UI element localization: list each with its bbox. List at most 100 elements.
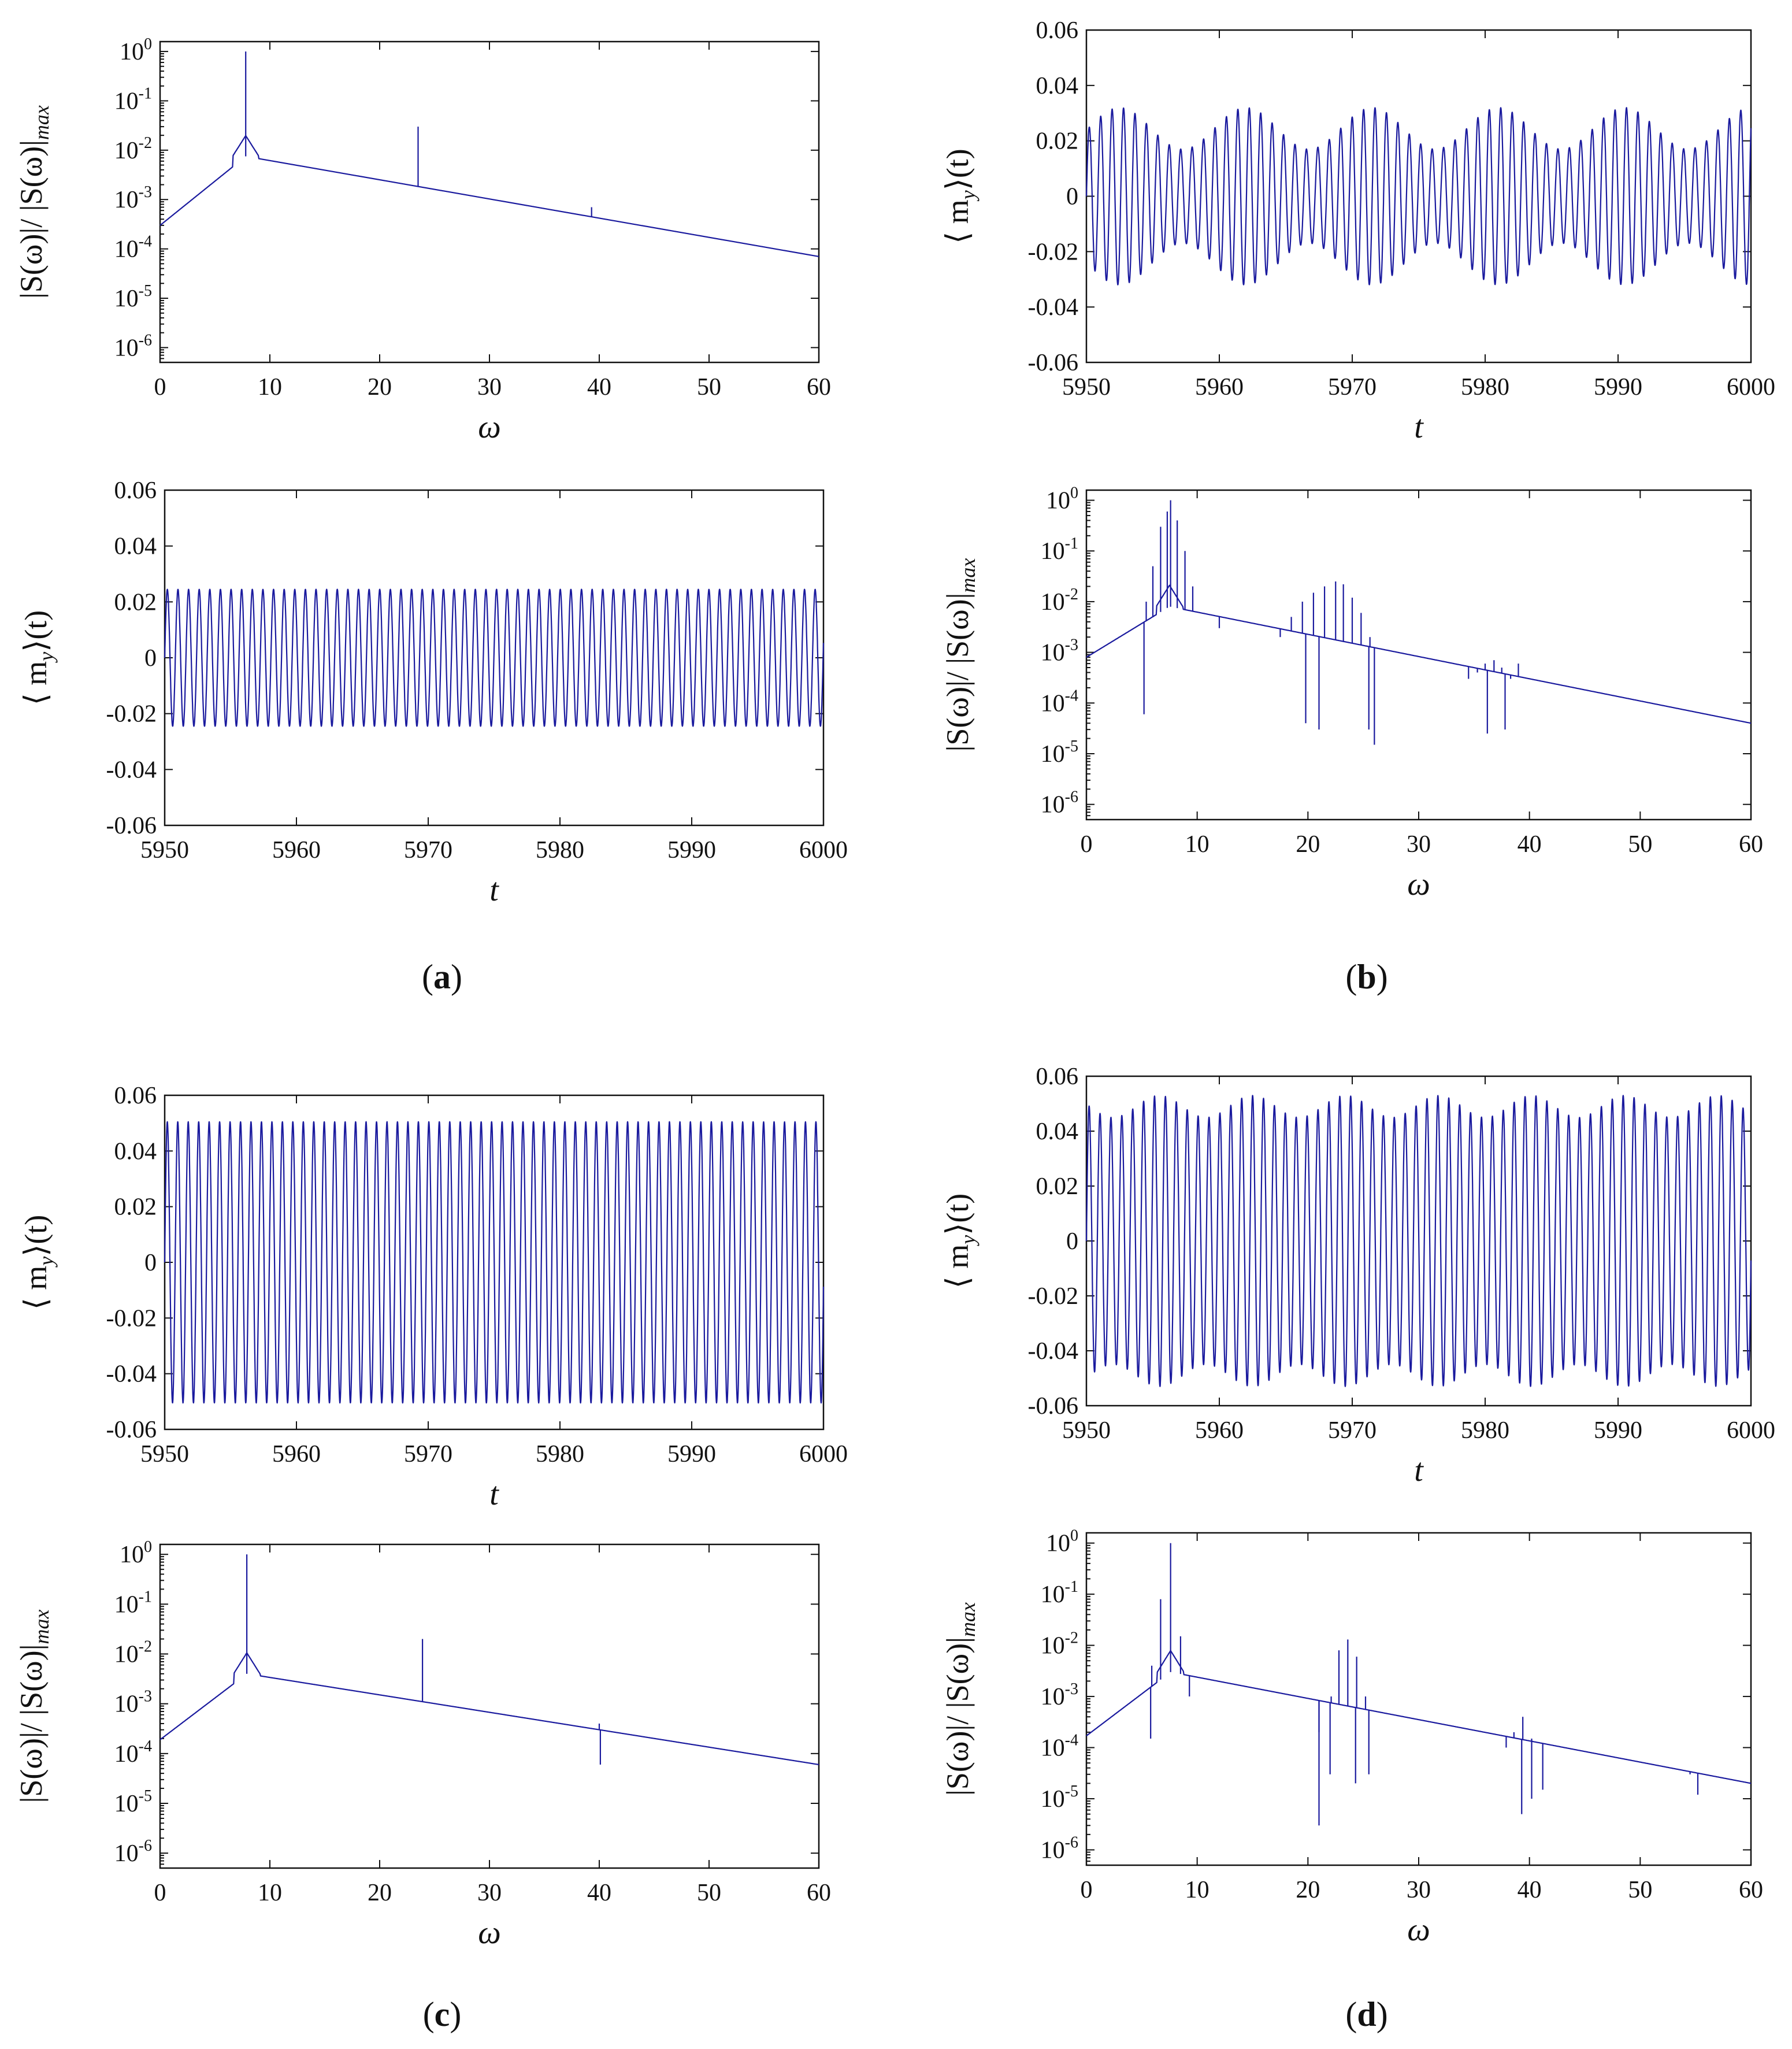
plot-frame — [1085, 489, 1752, 821]
y-tick-label: 10-4 — [1041, 687, 1078, 717]
y-tick-label: 0.06 — [114, 1083, 157, 1109]
y-tick-label: 0 — [144, 1250, 157, 1276]
x-tick-label: 20 — [368, 1880, 392, 1906]
x-tick-label: 5980 — [536, 837, 584, 864]
y-tick-label: 10-6 — [114, 1837, 152, 1867]
y-tick-label: 0.04 — [1036, 1118, 1079, 1145]
y-tick-label: 10-1 — [1041, 535, 1078, 565]
x-tick-label: 5970 — [404, 837, 452, 864]
y-tick-label: 10-3 — [114, 183, 152, 213]
y-tick-label: 10-2 — [1041, 586, 1078, 616]
x-tick-label: 10 — [258, 1880, 282, 1906]
x-tick-label: 50 — [1628, 831, 1652, 858]
x-tick-label: 50 — [697, 374, 721, 401]
chart-d-spectrum: 0 10 20 30 40 50 60 100 10-1 10-2 10-3 10-4 10-5 10-6… — [940, 1527, 1763, 1948]
x-tick-label: 5970 — [1328, 1417, 1377, 1444]
spectrum-line — [1086, 584, 1752, 724]
x-tick-label: 5950 — [140, 1441, 189, 1468]
spectrum-line — [159, 1652, 819, 1766]
y-tick-label: 10-6 — [1041, 1833, 1078, 1863]
x-tick-label: 5950 — [140, 837, 189, 864]
x-tick-label: 10 — [1185, 831, 1209, 858]
x-tick-label: 5970 — [1328, 374, 1377, 401]
panel-label-d: (d) — [1345, 1995, 1387, 2033]
x-tick-label: 30 — [1407, 831, 1431, 858]
y-tick-label: 10-5 — [114, 1787, 152, 1817]
x-axis-title: ω — [1407, 866, 1430, 902]
y-tick-label: 0.06 — [1036, 17, 1079, 44]
x-tick-label: 5980 — [1461, 374, 1509, 401]
x-axis-title: t — [489, 872, 499, 908]
spectrum-line — [1086, 1650, 1752, 1784]
x-tick-label: 0 — [154, 1880, 166, 1906]
x-tick-label: 0 — [1081, 1877, 1093, 1903]
x-tick-label: 30 — [1407, 1877, 1431, 1903]
x-tick-label: 60 — [1739, 1877, 1763, 1903]
y-tick-label: 10-2 — [1041, 1629, 1078, 1659]
y-tick-label: 0 — [144, 645, 157, 672]
y-tick-label: -0.06 — [1028, 1393, 1079, 1420]
y-axis-title: |S(ω)|/ |S(ω)|max — [14, 1610, 53, 1803]
x-tick-label: 6000 — [1727, 1417, 1775, 1444]
x-tick-label: 20 — [1296, 831, 1320, 858]
x-tick-label: 60 — [1739, 831, 1763, 858]
x-tick-label: 40 — [587, 1880, 611, 1906]
x-axis-title: ω — [1407, 1912, 1430, 1948]
plot-frame — [1085, 29, 1752, 364]
y-tick-label: -0.04 — [106, 1361, 157, 1388]
y-tick-label: -0.02 — [1028, 239, 1079, 265]
y-tick-label: 0.02 — [1036, 128, 1079, 155]
y-axis-title: |S(ω)|/ |S(ω)|max — [940, 1602, 980, 1796]
x-tick-label: 5990 — [667, 837, 716, 864]
x-tick-label: 0 — [1081, 831, 1093, 858]
time-series-line — [1085, 1095, 1752, 1387]
panel-label-a: (a) — [422, 958, 462, 996]
y-tick-label: 10-5 — [1041, 1783, 1078, 1813]
x-tick-label: 40 — [1518, 1877, 1542, 1903]
y-tick-label: -0.04 — [1028, 294, 1079, 321]
plot-frame — [159, 1543, 820, 1869]
y-tick-label: 0 — [1066, 184, 1078, 210]
y-tick-label: -0.06 — [106, 813, 157, 839]
y-tick-label: 0.06 — [114, 477, 157, 504]
y-tick-label: -0.04 — [1028, 1338, 1079, 1365]
y-tick-label: 100 — [1046, 484, 1078, 514]
panel-label-b: (b) — [1345, 958, 1387, 996]
x-tick-label: 5990 — [1594, 374, 1642, 401]
y-tick-label: 10-3 — [114, 1688, 152, 1718]
plots-layer: 0 10 20 30 40 50 6010010-110-210-310-410-510-6… — [14, 17, 1775, 1951]
y-tick-label: 10-4 — [114, 1737, 152, 1768]
x-tick-label: 60 — [807, 374, 831, 401]
y-tick-label: 10-2 — [114, 134, 152, 164]
chart-a-time: 5950 5960 5970 5980 5990 6000 0.06 0.04 0.02 0 -0.… — [18, 477, 848, 908]
x-tick-label: 10 — [1185, 1877, 1209, 1903]
y-tick-label: 100 — [120, 1538, 152, 1568]
y-tick-label: 0.04 — [114, 533, 157, 560]
x-axis-title: t — [1414, 1453, 1424, 1488]
y-tick-label: 10-6 — [1041, 788, 1078, 818]
x-tick-label: 6000 — [1727, 374, 1775, 401]
y-axis-title: |S(ω)|/ |S(ω)|max — [14, 105, 53, 299]
y-tick-label: 100 — [1046, 1527, 1078, 1557]
x-tick-label: 5970 — [404, 1441, 452, 1468]
y-tick-label: -0.06 — [1028, 350, 1079, 376]
y-tick-label: 10-6 — [114, 331, 152, 361]
x-tick-label: 5980 — [1461, 1417, 1509, 1444]
y-tick-label: 10-1 — [114, 1588, 152, 1618]
y-tick-label: -0.04 — [106, 757, 157, 783]
y-axis-title: ⟨ my⟩(t) — [940, 149, 980, 244]
time-series-line — [164, 588, 825, 727]
y-tick-label: 10-2 — [114, 1638, 152, 1668]
x-tick-label: 20 — [1296, 1877, 1320, 1903]
y-axis-title: ⟨ my⟩(t) — [18, 1215, 58, 1310]
x-tick-label: 6000 — [799, 1441, 848, 1468]
y-tick-label: -0.02 — [1028, 1283, 1079, 1310]
chart-b-spectrum: 0 10 20 30 40 50 60 100 10-1 10-2 10-3 10-4 10-5 10-6… — [940, 484, 1763, 902]
time-series-line — [164, 1121, 825, 1404]
x-tick-label: 5990 — [1594, 1417, 1642, 1444]
chart-c-spectrum: 0 10 20 30 40 50 60 100 10-1 10-2 10-3 10-4 10-5 10-6… — [14, 1538, 831, 1951]
y-axis-title: |S(ω)|/ |S(ω)|max — [940, 558, 980, 752]
y-tick-label: 0.02 — [114, 589, 157, 616]
y-axis-title: ⟨ my⟩(t) — [18, 610, 58, 706]
y-tick-label: 0.02 — [1036, 1173, 1079, 1200]
